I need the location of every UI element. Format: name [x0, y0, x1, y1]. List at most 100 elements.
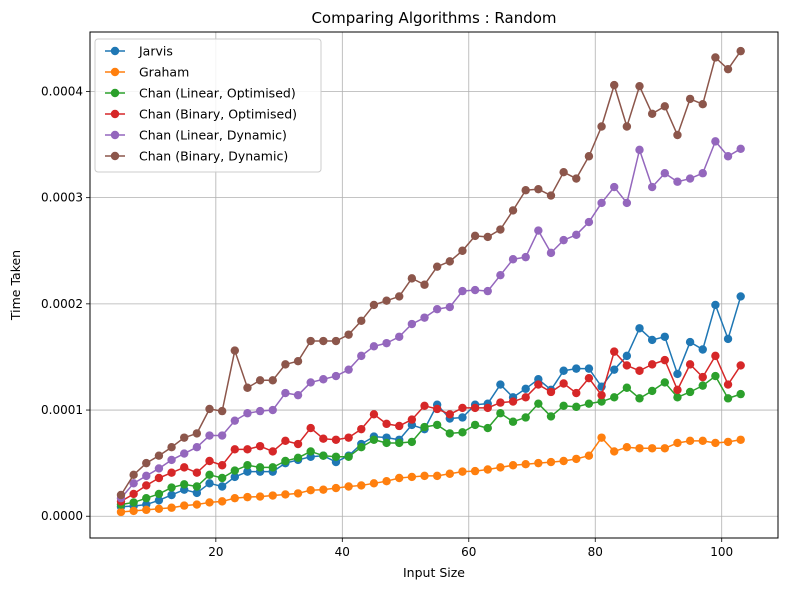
data-point — [723, 334, 733, 344]
data-point — [306, 447, 315, 456]
legend-label: Chan (Linear, Optimised) — [139, 86, 296, 101]
data-point — [382, 476, 391, 486]
data-point — [685, 337, 695, 347]
data-point — [458, 286, 467, 296]
data-point — [217, 473, 227, 483]
data-point — [622, 383, 632, 392]
data-point — [685, 387, 695, 397]
data-point — [205, 479, 214, 488]
data-point — [205, 470, 214, 480]
data-point — [470, 420, 480, 430]
data-point — [407, 437, 417, 447]
data-point — [660, 169, 670, 178]
data-point — [255, 441, 265, 451]
data-point — [255, 376, 265, 385]
data-point — [673, 438, 682, 448]
data-point — [597, 397, 606, 406]
data-point — [508, 255, 518, 264]
data-point — [622, 198, 632, 208]
data-point — [154, 451, 164, 460]
series-1 — [116, 433, 745, 517]
data-point — [142, 505, 151, 515]
data-point — [610, 182, 619, 192]
data-point — [534, 380, 543, 389]
data-point — [180, 433, 189, 442]
series-4 — [116, 137, 745, 503]
data-point — [698, 169, 707, 178]
data-point — [230, 346, 240, 355]
data-point — [420, 280, 429, 289]
data-point — [546, 412, 556, 421]
plot-frame — [89, 31, 779, 539]
data-point — [458, 246, 467, 255]
legend-item: Jarvis — [105, 44, 173, 59]
data-point — [685, 436, 695, 446]
data-point — [306, 486, 315, 495]
data-point — [306, 378, 315, 387]
data-point — [281, 456, 290, 466]
data-point — [584, 364, 594, 373]
data-point — [673, 385, 682, 395]
data-point — [382, 296, 391, 305]
data-point — [508, 417, 518, 426]
axes: 20 40 60 80 100 0.0000 0.0001 0.0002 0.0003 0.000… — [41, 84, 733, 559]
data-point — [293, 390, 303, 400]
y-tick-label: 0.0001 — [41, 403, 83, 417]
series-line — [120, 140, 742, 499]
data-point — [180, 449, 189, 458]
data-point — [268, 463, 277, 472]
data-point — [395, 332, 404, 341]
data-point — [521, 413, 530, 422]
data-point — [306, 336, 315, 346]
data-point — [306, 423, 315, 433]
data-point — [673, 130, 682, 140]
data-point — [331, 483, 341, 493]
data-point — [319, 434, 328, 443]
data-point — [736, 144, 745, 154]
x-tick-label: 20 — [208, 545, 223, 559]
data-point — [622, 351, 632, 361]
data-point — [647, 335, 657, 345]
data-point — [357, 481, 366, 490]
data-point — [230, 445, 240, 454]
data-point — [660, 332, 670, 341]
data-point — [559, 379, 568, 388]
data-point — [154, 504, 164, 513]
data-point — [534, 226, 543, 235]
data-point — [129, 506, 138, 516]
data-point — [205, 431, 214, 440]
legend-label: Chan (Binary, Optimised) — [139, 107, 297, 122]
data-point — [496, 380, 505, 389]
data-point — [167, 468, 176, 477]
data-point — [281, 388, 290, 398]
legend-item: Chan (Linear, Dynamic) — [105, 128, 287, 143]
data-point — [432, 471, 442, 481]
data-point — [344, 330, 353, 339]
data-point — [192, 443, 202, 452]
x-tick-label: 60 — [461, 545, 476, 559]
data-point — [167, 483, 176, 492]
data-point — [496, 409, 505, 418]
data-point — [369, 342, 379, 351]
series-line — [120, 375, 741, 506]
data-point — [432, 420, 442, 430]
data-point — [230, 466, 240, 475]
data-point — [180, 480, 189, 489]
data-point — [546, 248, 556, 258]
data-point — [660, 355, 670, 365]
data-point — [660, 444, 670, 453]
data-point — [610, 347, 619, 356]
data-point — [445, 257, 455, 266]
data-point — [496, 225, 505, 234]
data-point — [331, 336, 341, 346]
data-point — [711, 371, 720, 381]
legend-marker — [110, 46, 120, 56]
data-point — [559, 366, 568, 375]
data-point — [458, 403, 467, 413]
data-point — [647, 386, 657, 396]
data-point — [230, 416, 240, 425]
data-point — [736, 361, 745, 370]
data-point — [584, 399, 594, 408]
data-point — [483, 423, 492, 433]
